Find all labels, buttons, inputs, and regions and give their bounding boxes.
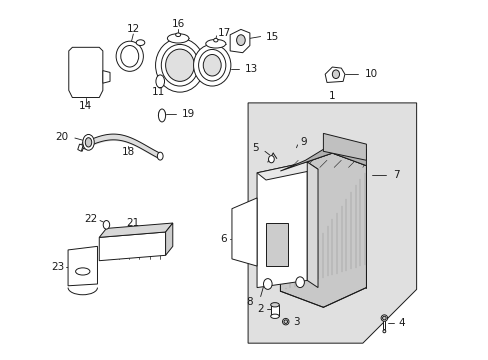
Ellipse shape xyxy=(236,35,244,45)
Ellipse shape xyxy=(155,39,204,92)
Polygon shape xyxy=(99,232,165,261)
Text: 23: 23 xyxy=(51,262,64,272)
Ellipse shape xyxy=(270,303,279,307)
Ellipse shape xyxy=(82,141,88,149)
Text: 6: 6 xyxy=(220,234,226,244)
Polygon shape xyxy=(280,153,366,307)
Text: 14: 14 xyxy=(79,102,92,112)
Text: 22: 22 xyxy=(84,215,97,224)
Text: 12: 12 xyxy=(126,24,140,35)
Text: 11: 11 xyxy=(151,87,165,97)
Text: 16: 16 xyxy=(171,19,184,29)
Polygon shape xyxy=(257,162,317,180)
Ellipse shape xyxy=(193,44,230,86)
Polygon shape xyxy=(165,223,172,255)
Polygon shape xyxy=(102,71,110,83)
Ellipse shape xyxy=(263,279,271,289)
Ellipse shape xyxy=(175,33,180,37)
Ellipse shape xyxy=(270,314,279,319)
Text: 7: 7 xyxy=(392,170,399,180)
Ellipse shape xyxy=(103,221,109,229)
Ellipse shape xyxy=(295,277,304,288)
Text: 20: 20 xyxy=(56,132,69,142)
Ellipse shape xyxy=(121,45,139,67)
Ellipse shape xyxy=(158,109,165,122)
Text: 13: 13 xyxy=(244,64,257,74)
Text: 21: 21 xyxy=(125,218,139,228)
Bar xyxy=(383,319,385,329)
Ellipse shape xyxy=(282,319,288,325)
Ellipse shape xyxy=(82,134,94,150)
Bar xyxy=(265,223,287,266)
Polygon shape xyxy=(280,140,366,171)
Ellipse shape xyxy=(161,44,198,86)
Polygon shape xyxy=(323,134,366,160)
Text: 8: 8 xyxy=(246,297,253,307)
Text: 15: 15 xyxy=(265,32,279,41)
Polygon shape xyxy=(306,162,317,288)
Ellipse shape xyxy=(268,156,274,163)
Polygon shape xyxy=(247,103,416,343)
Ellipse shape xyxy=(205,40,225,48)
Polygon shape xyxy=(78,144,83,151)
Ellipse shape xyxy=(213,39,218,42)
Text: 3: 3 xyxy=(292,317,299,327)
Polygon shape xyxy=(68,246,97,286)
Ellipse shape xyxy=(167,34,188,43)
Ellipse shape xyxy=(156,75,164,88)
Ellipse shape xyxy=(76,268,90,275)
Ellipse shape xyxy=(198,49,225,81)
Ellipse shape xyxy=(136,40,144,45)
Ellipse shape xyxy=(382,316,386,320)
Text: 10: 10 xyxy=(364,69,377,79)
Bar xyxy=(270,305,279,316)
Polygon shape xyxy=(231,198,257,266)
Text: 17: 17 xyxy=(217,28,230,38)
Ellipse shape xyxy=(332,70,339,78)
Ellipse shape xyxy=(165,49,194,81)
Text: 1: 1 xyxy=(328,91,335,101)
Ellipse shape xyxy=(382,330,385,333)
Text: 4: 4 xyxy=(398,319,405,328)
Ellipse shape xyxy=(380,315,387,321)
Ellipse shape xyxy=(203,54,221,76)
Text: 5: 5 xyxy=(252,143,258,153)
Ellipse shape xyxy=(284,320,287,323)
Text: 9: 9 xyxy=(300,138,306,147)
Polygon shape xyxy=(69,47,102,98)
Polygon shape xyxy=(257,162,306,288)
Ellipse shape xyxy=(116,41,143,71)
Ellipse shape xyxy=(157,152,163,160)
Ellipse shape xyxy=(85,138,92,147)
Text: 19: 19 xyxy=(182,109,195,119)
Text: 2: 2 xyxy=(257,304,264,314)
Polygon shape xyxy=(230,30,249,53)
Polygon shape xyxy=(99,223,172,237)
Text: 18: 18 xyxy=(121,147,134,157)
Polygon shape xyxy=(325,67,344,82)
